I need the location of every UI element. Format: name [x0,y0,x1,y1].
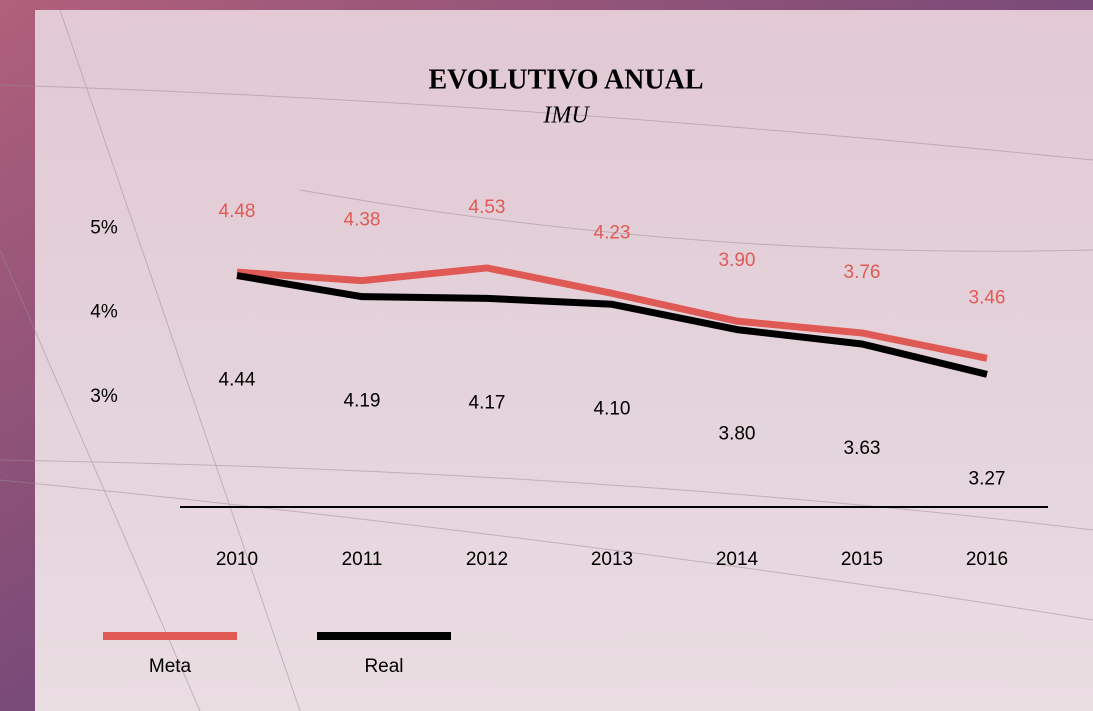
data-label: 4.19 [344,391,381,412]
chart-title: EVOLUTIVO ANUAL [428,64,703,95]
data-label: 4.10 [594,398,631,419]
data-label: 4.53 [469,197,506,218]
x-tick-label: 2010 [216,549,258,570]
x-tick-label: 2016 [966,549,1008,570]
legend-label: Real [364,656,403,677]
chart: EVOLUTIVO ANUAL IMU 5% 4% 3% 2010 2011 2012 20… [0,0,1093,711]
x-tick-label: 2014 [716,549,759,570]
data-label: 3.76 [844,262,881,283]
data-label: 3.80 [719,424,756,445]
data-label: 4.48 [219,201,256,222]
data-label: 4.23 [594,222,631,243]
y-tick-label: 5% [90,217,118,238]
data-label: 4.44 [219,370,256,391]
data-label: 4.17 [469,392,506,413]
x-tick-label: 2011 [342,549,383,570]
data-label: 3.27 [969,468,1006,489]
data-label: 3.46 [969,287,1006,308]
data-label: 3.63 [844,438,881,459]
page: EVOLUTIVO ANUAL IMU 5% 4% 3% 2010 2011 2012 20… [0,0,1093,711]
legend-label: Meta [149,656,192,677]
data-label: 4.38 [344,210,381,231]
x-tick-label: 2013 [591,549,633,570]
y-tick-label: 3% [90,386,118,407]
x-tick-label: 2015 [841,549,883,570]
chart-subtitle: IMU [542,103,590,129]
x-tick-label: 2012 [466,549,508,570]
data-label: 3.90 [719,250,756,271]
y-tick-label: 4% [90,302,118,323]
